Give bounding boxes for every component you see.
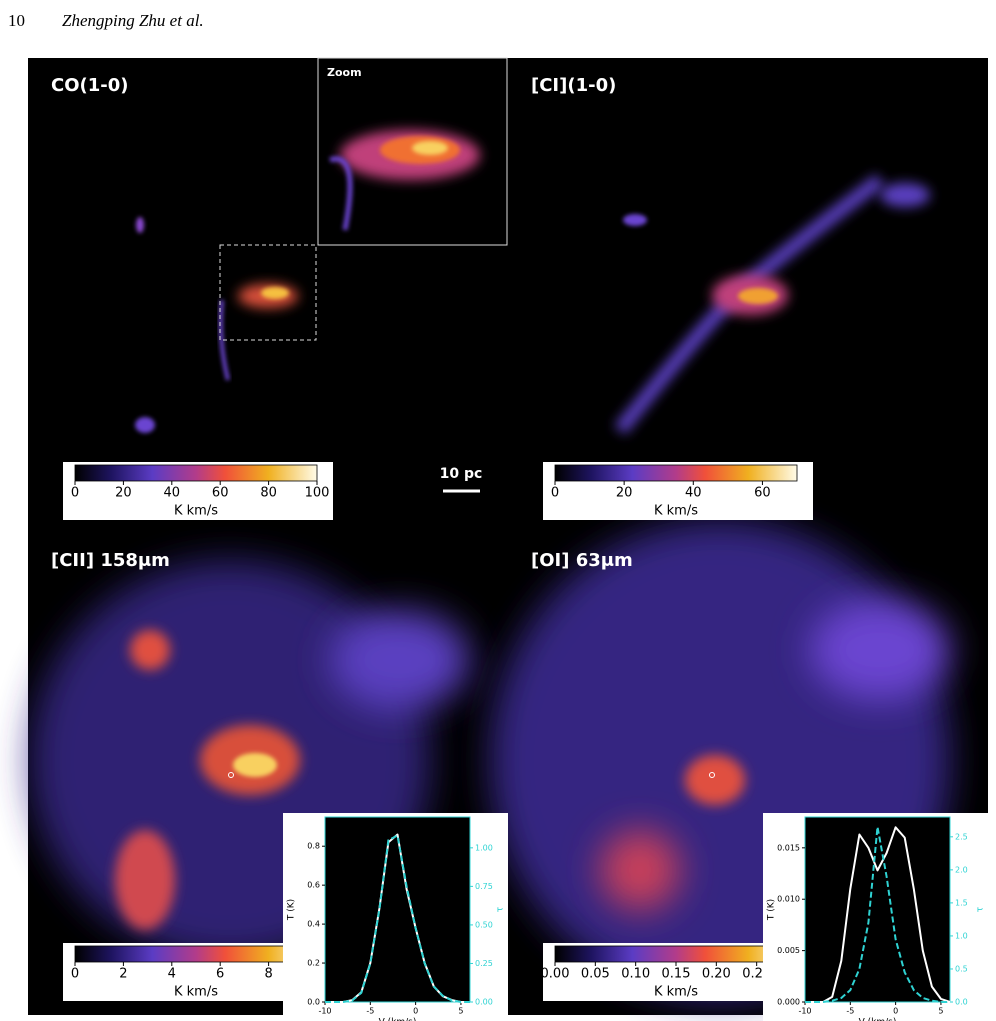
zoom-label: Zoom — [327, 66, 362, 79]
panel-title: [CII] 158μm — [51, 550, 170, 571]
x-tick-label: -5 — [366, 1007, 374, 1016]
y-tick-label: 0.6 — [307, 881, 320, 890]
colorbar-tick-label: 0 — [71, 967, 79, 982]
zoom-emission — [329, 130, 480, 231]
y2-tick-label: 2.5 — [955, 832, 968, 841]
y2-tick-label: 1.00 — [475, 843, 493, 852]
emission-map — [614, 174, 930, 435]
y-tick-label: 0.4 — [307, 920, 320, 929]
y2-tick-label: 0.5 — [955, 964, 968, 973]
colorbar-tick-label: 6 — [216, 967, 224, 982]
y2-tick-label: 0.50 — [475, 920, 493, 929]
y-tick-label: 0.8 — [307, 842, 320, 851]
x-tick-label: -5 — [846, 1007, 854, 1016]
colorbar-tick-label: 0.20 — [702, 967, 731, 982]
colorbar-label: K km/s — [174, 985, 218, 1000]
panel-title: CO(1-0) — [51, 75, 128, 96]
x-tick-label: 5 — [458, 1007, 463, 1016]
y-tick-label: 0.010 — [777, 895, 800, 904]
colorbar-tick-label: 80 — [260, 486, 277, 501]
colorbar — [554, 464, 798, 482]
colorbar-tick-label: 20 — [616, 486, 633, 501]
x-tick-label: -10 — [318, 1007, 331, 1016]
y-tick-label: 0.015 — [777, 843, 800, 852]
y-tick-label: 0.005 — [777, 946, 800, 955]
colorbar-tick-label: 0.10 — [621, 967, 650, 982]
y-axis-label: T (K) — [767, 899, 777, 921]
colorbar-label: K km/s — [174, 504, 218, 519]
colorbar-tick-label: 0.15 — [662, 967, 691, 982]
y-tick-label: 0.0 — [307, 998, 320, 1007]
x-axis-label: V (km/s) — [859, 1018, 897, 1021]
scale-bar-label: 10 pc — [440, 466, 483, 482]
authors: Zhengping Zhu et al. — [62, 11, 204, 30]
y-tick-label: 0.000 — [777, 998, 800, 1007]
page-number: 10 — [8, 11, 25, 30]
y2-tick-label: 1.5 — [955, 898, 968, 907]
y2-tick-label: 2.0 — [955, 865, 968, 874]
colorbar-tick-label: 0 — [71, 486, 79, 501]
colorbar-tick-label: 0.05 — [581, 967, 610, 982]
zoom-region — [219, 244, 317, 341]
x-tick-label: 0 — [413, 1007, 418, 1016]
colorbar-tick-label: 100 — [305, 486, 330, 501]
y2-tick-label: 0.25 — [475, 959, 493, 968]
y2-tick-label: 1.0 — [955, 931, 968, 940]
y-axis-label: T (K) — [287, 899, 297, 921]
colorbar-tick-label: 0 — [551, 486, 559, 501]
y2-axis-label: τ — [496, 907, 506, 912]
colorbar — [554, 945, 798, 963]
inset-plot-area — [324, 816, 471, 1003]
emission-map — [135, 217, 298, 433]
y2-axis-label: τ — [976, 907, 986, 912]
spectrum-line — [805, 826, 951, 1003]
colorbar-tick-label: 8 — [264, 967, 272, 982]
colorbar-tick-label: 2 — [119, 967, 127, 982]
colorbar-tick-label: 20 — [115, 486, 132, 501]
colorbar-tick-label: 0.00 — [541, 967, 570, 982]
y2-tick-label: 0.75 — [475, 882, 493, 891]
panel-title: [OI] 63μm — [531, 550, 633, 571]
colorbar-label: K km/s — [654, 985, 698, 1000]
spectrum-line — [325, 833, 470, 1003]
y-tick-label: 0.2 — [307, 959, 320, 968]
y2-tick-label: 0.00 — [475, 998, 493, 1007]
x-axis-label: V (km/s) — [379, 1018, 417, 1021]
colorbar — [74, 945, 318, 963]
colorbar — [74, 464, 318, 482]
colorbar-tick-label: 60 — [212, 486, 229, 501]
x-tick-label: -10 — [798, 1007, 811, 1016]
colorbar-tick-label: 4 — [168, 967, 176, 982]
panel-title: [CI](1-0) — [531, 75, 616, 96]
spectrum-line — [805, 825, 950, 1003]
x-tick-label: 0 — [893, 1007, 898, 1016]
colorbar-tick-label: 60 — [754, 486, 771, 501]
colorbar-tick-label: 40 — [685, 486, 702, 501]
colorbar-label: K km/s — [654, 504, 698, 519]
y2-tick-label: 0.0 — [955, 998, 968, 1007]
x-tick-label: 5 — [938, 1007, 943, 1016]
colorbar-tick-label: 40 — [164, 486, 181, 501]
inset-plot-area — [804, 816, 951, 1003]
